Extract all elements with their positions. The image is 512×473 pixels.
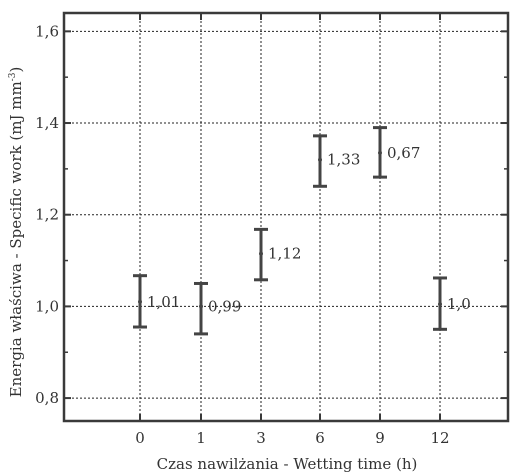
y-tick-label: 0,8 <box>35 389 59 407</box>
y-axis: 0,8 1,0 1,2 1,4 1,6 <box>35 22 508 407</box>
point-marker <box>438 302 442 307</box>
x-tick-label: 9 <box>375 429 385 447</box>
grid <box>64 13 508 421</box>
data-points: 1,01 0,99 1,12 1,33 0,67 1,0 <box>133 126 471 336</box>
y-tick-label: 1,6 <box>35 22 59 40</box>
y-axis-title-close: ) <box>7 67 25 73</box>
x-axis: 0 1 3 6 9 12 <box>135 13 450 447</box>
data-label: 0,67 <box>387 144 420 162</box>
x-tick-label: 1 <box>196 429 206 447</box>
data-point: 1,12 <box>254 227 301 282</box>
point-marker <box>318 157 322 162</box>
point-marker <box>199 304 203 309</box>
y-axis-title-exponent: -3 <box>8 72 18 81</box>
x-tick-label: 12 <box>430 429 449 447</box>
x-tick-label: 3 <box>256 429 266 447</box>
x-tick-label: 6 <box>315 429 325 447</box>
data-point: 0,99 <box>194 281 241 336</box>
data-label: 1,01 <box>147 293 180 311</box>
data-point: 0,67 <box>373 126 420 179</box>
y-axis-title-main: Energia właściwa - Specific work (mJ mm <box>7 81 25 397</box>
y-axis-title: Energia właściwa - Specific work (mJ mm-… <box>7 67 25 398</box>
y-tick-label: 1,0 <box>35 297 59 315</box>
y-tick-label: 1,2 <box>35 206 59 224</box>
data-label: 1,0 <box>447 295 471 313</box>
data-point: 1,33 <box>313 134 360 188</box>
point-marker <box>378 150 382 155</box>
point-marker <box>138 299 142 304</box>
point-marker <box>259 251 263 256</box>
x-tick-label: 0 <box>135 429 145 447</box>
data-label: 1,12 <box>268 245 301 263</box>
data-label: 1,33 <box>327 151 360 169</box>
x-axis-title: Czas nawilżania - Wetting time (h) <box>157 455 418 473</box>
plot-frame <box>62 11 510 423</box>
data-label: 0,99 <box>208 297 241 315</box>
data-point: 1,0 <box>433 276 471 331</box>
data-point: 1,01 <box>133 274 180 329</box>
y-tick-label: 1,4 <box>35 114 59 132</box>
